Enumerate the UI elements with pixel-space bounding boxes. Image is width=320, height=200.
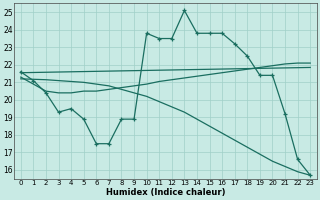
X-axis label: Humidex (Indice chaleur): Humidex (Indice chaleur) (106, 188, 225, 197)
